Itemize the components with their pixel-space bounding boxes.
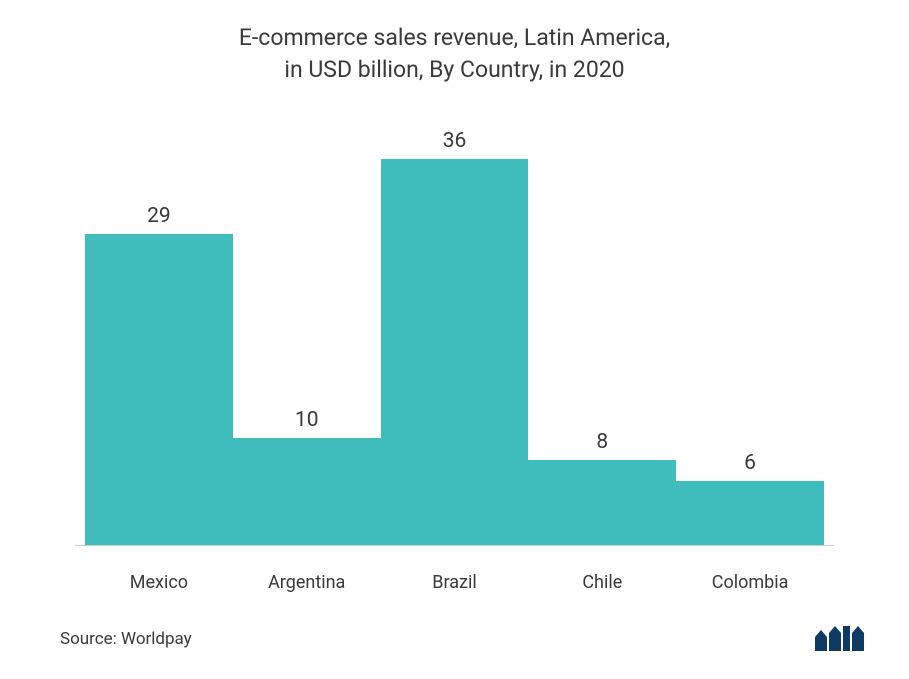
bar-slot: 36 — [381, 116, 529, 545]
bar-group: 8 — [528, 116, 676, 545]
bar — [676, 481, 824, 545]
chart-container: E-commerce sales revenue, Latin America,… — [0, 0, 909, 679]
bar-slot: 8 — [528, 116, 676, 545]
x-axis-label: Mexico — [85, 572, 233, 593]
bar-value-label: 8 — [596, 430, 608, 454]
chart-title-line1: E-commerce sales revenue, Latin America, — [50, 22, 859, 54]
brand-logo-icon — [813, 623, 871, 653]
x-axis-label: Colombia — [676, 572, 824, 593]
source-text: Source: Worldpay — [50, 629, 859, 649]
bar-value-label: 6 — [744, 451, 756, 475]
plot-area: 29 10 36 8 6 — [75, 116, 834, 558]
chart-title: E-commerce sales revenue, Latin America,… — [50, 22, 859, 86]
bar — [528, 460, 676, 546]
bar-value-label: 29 — [147, 204, 171, 228]
bar-slot: 10 — [233, 116, 381, 545]
bar — [85, 234, 233, 545]
x-axis-labels: MexicoArgentinaBrazilChileColombia — [75, 558, 834, 593]
x-axis-label: Argentina — [233, 572, 381, 593]
x-axis-label: Brazil — [381, 572, 529, 593]
bar — [233, 438, 381, 545]
bar-slot: 6 — [676, 116, 824, 545]
bar — [381, 159, 529, 545]
bar-group: 29 — [85, 116, 233, 545]
bars-row: 29 10 36 8 6 — [75, 116, 834, 546]
chart-title-line2: in USD billion, By Country, in 2020 — [50, 54, 859, 86]
bar-group: 6 — [676, 116, 824, 545]
bar-group: 36 — [381, 116, 529, 545]
bar-value-label: 10 — [295, 408, 319, 432]
bar-value-label: 36 — [443, 129, 467, 153]
x-axis-label: Chile — [528, 572, 676, 593]
bar-slot: 29 — [85, 116, 233, 545]
bar-group: 10 — [233, 116, 381, 545]
